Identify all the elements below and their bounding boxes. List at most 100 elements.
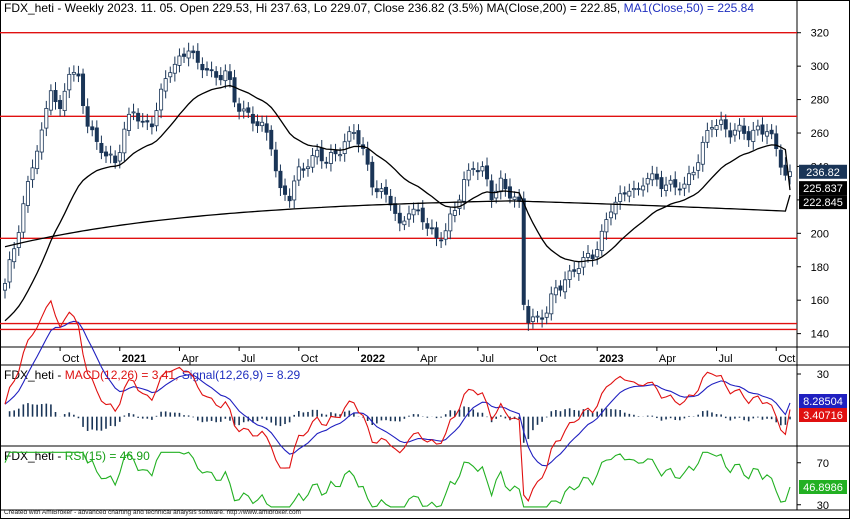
candle-body [503,178,508,190]
time-tick-label: Jul [480,353,494,365]
price-value-badge [799,195,847,210]
candle-body [200,63,205,71]
candle-body [397,212,402,224]
price-header-text: FDX_heti - Weekly 2023. 11. 05. Open 229… [4,1,621,15]
candle-body [393,203,398,214]
candle-body [746,131,751,141]
candle-body [338,154,343,157]
candle-body [172,63,177,74]
time-tick-label: Oct [301,353,318,365]
ma50-line [4,84,791,322]
price-panel-header: FDX_heti - Weekly 2023. 11. 05. Open 229… [4,1,754,15]
candle-body [572,269,577,272]
footer-credit: Created with AmiBroker - advanced charti… [4,509,301,516]
candle-body [136,112,141,122]
price-tick-label: 160 [811,295,829,307]
rsi-line [4,451,791,508]
candle-body [204,68,209,71]
candle-body [622,192,627,195]
candle-body [218,75,223,81]
candle-body [35,150,40,170]
rsi-value-badge-text: 46.8986 [803,482,843,494]
candle-body [154,110,159,127]
candle-body [287,195,292,202]
candle-body [732,129,737,136]
candle-body [429,227,434,230]
candle-body [25,181,30,206]
candle-body [406,213,411,220]
candle-body [448,213,453,232]
candle-body [489,180,494,201]
time-tick-label: Jul [719,353,733,365]
candle-body [296,166,301,181]
candle-body [765,131,770,137]
candle-body [232,77,237,103]
rsi-value-badge [799,480,847,495]
candle-body [347,131,352,142]
candle-body [494,190,499,199]
candle-body [742,125,747,134]
candle-body [526,306,531,324]
candle-body [159,88,164,111]
price-value-badge [799,164,847,179]
candle-body [645,178,650,185]
candle-body [292,180,297,201]
candle-body [214,71,219,78]
candle-body [425,223,430,229]
candle-body [737,124,742,132]
candle-body [567,270,572,280]
candle-body [108,153,113,156]
candle-body [608,211,613,219]
candle-body [90,126,95,131]
candle-body [94,127,99,142]
candle-body [103,151,108,157]
signal-value-badge-text: 8.28504 [803,396,843,408]
time-tick-label: Oct [62,353,79,365]
candle-body [145,120,150,123]
rsi-tick-label: 70 [817,458,829,470]
candle-body [705,130,710,143]
candle-body [530,316,535,322]
candle-body [264,123,269,133]
time-tick-label: Apr [181,353,198,365]
candle-body [85,106,90,127]
price-tick-label: 180 [811,262,829,274]
price-tick-label: 320 [811,28,829,40]
time-tick-label: 2022 [360,353,384,365]
candle-body [250,113,255,124]
candle-body [507,186,512,199]
candle-body [140,120,145,123]
candle-body [553,287,558,296]
price-value-badge-text: 236.82 [806,167,840,179]
candle-body [709,127,714,130]
candle-body [439,239,444,242]
candle-body [12,248,17,263]
candle-body [182,53,187,57]
candle-body [131,111,136,114]
candle-body [687,173,692,186]
candle-body [416,209,421,212]
candle-body [227,71,232,80]
candle-body [471,168,476,170]
price-tick-label: 260 [811,128,829,140]
candle-body [402,220,407,226]
candle-body [723,119,728,130]
candle-body [195,50,200,63]
candle-body [751,129,756,142]
rsi-tick-label: 30 [817,500,829,512]
candle-body [209,69,214,72]
candle-body [475,170,480,173]
candle-body [586,252,591,258]
candle-body [328,152,333,164]
candle-body [374,188,379,193]
ma200-line [4,194,791,248]
candle-body [16,232,21,248]
candle-body [67,73,72,91]
time-tick-label: Oct [778,353,795,365]
candle-body [512,196,517,200]
price-tick-label: 280 [811,95,829,107]
candle-body [682,183,687,189]
candle-body [333,150,338,155]
candle-body [480,166,485,172]
candle-body [521,198,526,305]
